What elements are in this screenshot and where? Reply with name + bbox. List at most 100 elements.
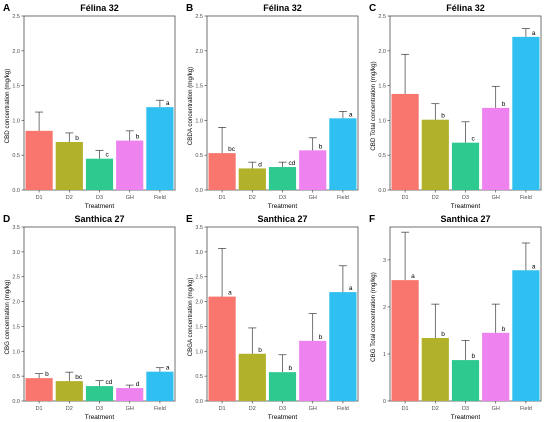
x-tick-label: D2: [432, 406, 439, 412]
x-axis-label: Treatment: [85, 203, 115, 210]
significance-letter: b: [258, 347, 262, 354]
x-tick-label: D1: [219, 195, 226, 201]
bar-field: [512, 270, 540, 401]
y-tick-label: 1.5: [195, 324, 203, 330]
x-tick-label: GH: [126, 195, 134, 201]
y-tick-label: 0.5: [12, 374, 20, 380]
y-tick-label: 0.5: [12, 153, 20, 159]
bar-field: [329, 118, 357, 190]
y-tick-label: 0.0: [195, 399, 203, 405]
panel-b: B Félina 32 0.0 0.5 1.0 1.5 2.0 2.5 CBDA concent…: [186, 3, 359, 210]
bar-d1: [391, 280, 419, 401]
x-tick-label: D1: [36, 195, 43, 201]
y-tick-label: 1.5: [12, 84, 20, 90]
y-axis-label: CBD concentration (mg/kg): [4, 69, 11, 144]
significance-letter: bc: [228, 146, 236, 153]
x-tick-label: GH: [492, 195, 500, 201]
significance-letter: a: [532, 263, 536, 270]
x-tick-label: Field: [520, 195, 532, 201]
panel-letter: E: [186, 214, 193, 225]
y-tick-label: 2.0: [195, 300, 203, 306]
y-tick-label: 1.0: [378, 118, 386, 124]
significance-letter: b: [136, 134, 140, 141]
significance-letter: a: [166, 100, 170, 107]
y-axis-label: CBD Total concentration (mg/kg): [370, 61, 377, 150]
bar-d3: [85, 158, 114, 190]
y-tick-label: 2.5: [195, 14, 203, 20]
bar-d3: [451, 360, 480, 401]
panel-d: D Santhica 27 0.0 0.5 1.0 1.5 2.0 2.5 3.0 3.5 CBG …: [3, 214, 176, 421]
x-tick-label: D3: [279, 195, 286, 201]
significance-letter: b: [319, 143, 323, 150]
y-tick-label: 2.5: [195, 275, 203, 281]
panel-title: Félina 32: [446, 3, 485, 13]
y-axis-label: CBDA concentration (mg/kg): [187, 67, 194, 145]
significance-letter: a: [228, 290, 232, 297]
y-tick-label: 0.5: [378, 153, 386, 159]
bar-gh: [116, 140, 144, 190]
significance-letter: c: [472, 136, 476, 143]
x-tick-label: Field: [337, 406, 349, 412]
x-tick-label: D2: [432, 195, 439, 201]
bar-d1: [391, 93, 419, 190]
x-tick-label: D1: [402, 406, 409, 412]
bar-gh: [299, 150, 327, 190]
x-tick-label: Field: [337, 195, 349, 201]
bar-field: [146, 371, 174, 401]
y-tick-label: 0: [383, 399, 386, 405]
bar-gh: [116, 388, 144, 401]
y-tick-label: 2.0: [378, 49, 386, 55]
significance-letter: b: [289, 365, 293, 372]
x-axis-label: Treatment: [268, 203, 298, 210]
x-tick-label: D3: [462, 406, 469, 412]
bar-d2: [238, 353, 266, 401]
significance-letter: b: [502, 326, 506, 333]
bar-gh: [299, 340, 327, 401]
y-axis-label: CBG Total concentration (mg/kg): [370, 272, 377, 362]
x-axis-label: Treatment: [268, 414, 298, 421]
y-axis-label: CBGA concentration (mg/kg): [187, 278, 194, 357]
y-tick-label: 2.5: [12, 14, 20, 20]
significance-letter: a: [349, 285, 353, 292]
significance-letter: a: [349, 111, 353, 118]
y-tick-label: 0.0: [12, 399, 20, 405]
y-tick-label: 0.0: [195, 188, 203, 194]
x-axis-label: Treatment: [451, 414, 481, 421]
x-tick-label: D3: [279, 406, 286, 412]
y-tick-label: 1.0: [195, 118, 203, 124]
panel-letter: D: [3, 214, 10, 225]
y-tick-label: 1.0: [12, 349, 20, 355]
x-tick-label: D1: [36, 406, 43, 412]
significance-letter: b: [472, 353, 476, 360]
y-tick-label: 2.0: [12, 49, 20, 55]
y-tick-label: 1.5: [12, 324, 20, 330]
y-tick-label: 2.0: [195, 49, 203, 55]
x-tick-label: D3: [96, 406, 103, 412]
y-tick-label: 0.0: [378, 188, 386, 194]
significance-letter: cd: [106, 379, 113, 386]
panel-letter: C: [369, 3, 376, 14]
y-tick-label: 3: [383, 258, 386, 264]
bar-field: [512, 36, 540, 190]
significance-letter: d: [258, 161, 262, 168]
panel-letter: F: [369, 214, 375, 225]
panel-letter: A: [3, 3, 10, 14]
bar-d3: [268, 167, 297, 190]
y-tick-label: 3.0: [195, 250, 203, 256]
significance-letter: b: [75, 135, 79, 142]
x-tick-label: D2: [249, 195, 256, 201]
significance-letter: b: [45, 371, 49, 378]
bar-d2: [55, 381, 83, 401]
bar-field: [329, 292, 357, 401]
x-tick-label: Field: [520, 406, 532, 412]
panel-c: C Félina 32 0.0 0.5 1.0 1.5 2.0 2.5 CBD Total co…: [369, 3, 542, 210]
x-tick-label: D2: [66, 195, 73, 201]
panel-letter: B: [186, 3, 193, 14]
y-tick-label: 1.0: [195, 349, 203, 355]
significance-letter: b: [441, 331, 445, 338]
x-tick-label: D1: [402, 195, 409, 201]
bar-d1: [208, 153, 236, 190]
panel-f: F Santhica 27 0 1 2 3 CBG Total concentration …: [369, 214, 542, 421]
y-tick-label: 1.5: [195, 84, 203, 90]
